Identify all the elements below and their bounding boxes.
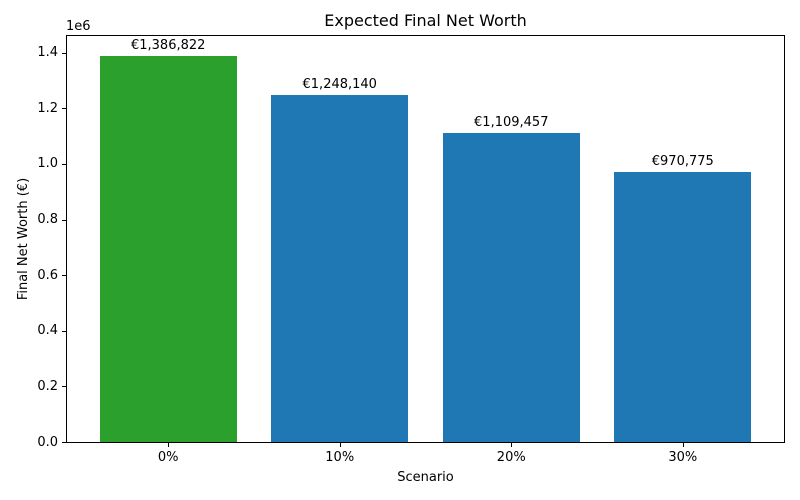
x-tick-label: 0% — [157, 450, 179, 465]
y-tick-label: 1.4 — [37, 45, 58, 61]
y-tick-label: 0.2 — [37, 378, 58, 394]
y-tick-label: 0.4 — [37, 323, 58, 339]
x-axis-label: Scenario — [397, 470, 454, 485]
y-tick-mark — [62, 442, 66, 443]
y-tick-mark — [62, 52, 66, 54]
bar-value-label: €1,248,140 — [302, 76, 377, 92]
y-tick-label: 1.2 — [37, 100, 58, 116]
y-tick-label: 1.0 — [37, 156, 58, 172]
bar-value-label: €970,775 — [651, 154, 714, 170]
y-tick-mark — [62, 330, 66, 332]
y-tick-label: 0.0 — [37, 434, 58, 450]
y-tick-mark — [62, 275, 66, 277]
y-tick-mark — [62, 108, 66, 110]
x-tick-mark — [168, 443, 170, 447]
bar — [99, 56, 237, 442]
chart-title: Expected Final Net Worth — [324, 11, 527, 30]
x-tick-label: 10% — [325, 450, 355, 465]
x-tick-label: 20% — [496, 450, 526, 465]
y-tick-mark — [62, 386, 66, 388]
x-tick-label: 30% — [668, 450, 698, 465]
bar — [271, 94, 409, 442]
y-tick-label: 0.6 — [37, 267, 58, 283]
plot-area — [66, 35, 785, 443]
y-tick-mark — [62, 219, 66, 221]
y-tick-mark — [62, 163, 66, 165]
bar-value-label: €1,386,822 — [130, 38, 206, 54]
y-axis-offset-label: 1e6 — [66, 19, 91, 34]
bar-value-label: €1,109,457 — [474, 115, 549, 131]
y-tick-label: 0.8 — [37, 212, 58, 228]
x-tick-mark — [511, 443, 513, 447]
x-tick-mark — [339, 443, 341, 447]
bar — [442, 133, 580, 442]
x-tick-mark — [682, 443, 684, 447]
bar — [614, 172, 752, 442]
